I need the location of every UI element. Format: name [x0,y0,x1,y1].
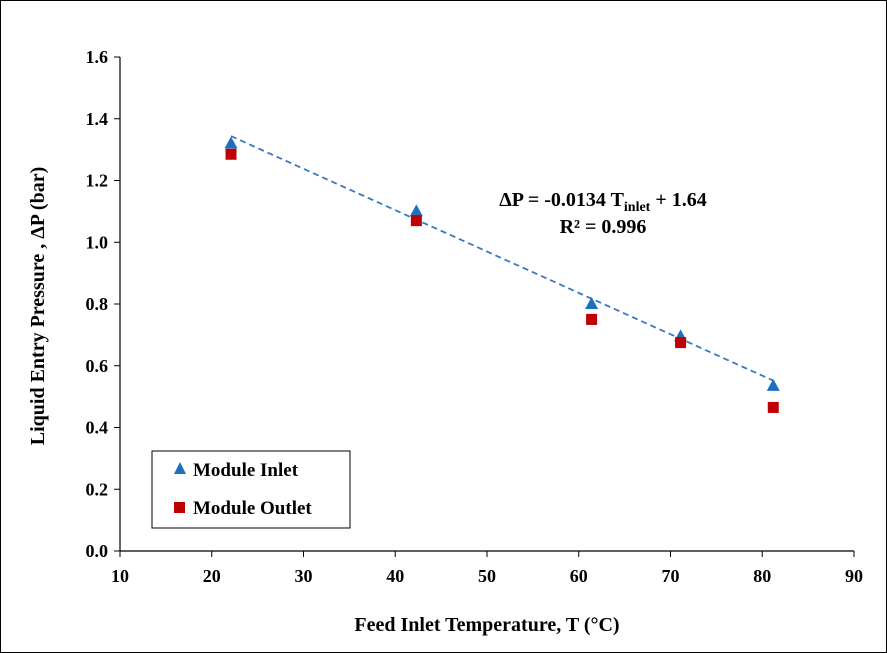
outlet-point [410,215,422,227]
r-squared-label: R² = 0.996 [560,216,647,238]
x-tick-label: 10 [111,566,129,586]
equation-prefix: ΔP = -0.0134 T [499,189,624,211]
data-points [224,136,780,413]
y-tick-label: 0.8 [86,294,109,314]
outlet-point [767,401,779,413]
legend-label-outlet: Module Outlet [193,498,312,519]
equation-suffix: + 1.64 [650,189,706,211]
trendline-group [230,135,774,382]
x-tick-label: 60 [570,566,588,586]
y-tick-label: 1.2 [86,171,109,191]
x-tick-label: 70 [662,566,680,586]
legend: Module Inlet Module Outlet [151,450,351,529]
legend-marker-inlet [174,462,186,474]
y-tick-label: 1.4 [86,109,109,129]
x-tick-label: 40 [386,566,404,586]
legend-label-inlet: Module Inlet [193,460,299,481]
y-tick-label: 0.4 [86,418,109,438]
outlet-point [225,148,237,160]
equation-subscript: inlet [624,200,651,215]
inlet-point [766,378,780,391]
y-tick-label: 0.2 [86,479,109,499]
legend-marker-outlet [174,502,185,513]
y-tick-label: 1.6 [86,47,109,67]
x-tick-label: 30 [295,566,313,586]
trendline [230,135,774,382]
x-tick-label: 20 [203,566,221,586]
x-tick-label: 50 [478,566,496,586]
y-tick-label: 0.6 [86,356,109,376]
outlet-point [675,337,687,349]
x-tick-label: 90 [845,566,863,586]
outlet-point [586,313,598,325]
inlet-point [224,136,238,149]
legend-box [151,450,351,529]
x-axis-title: Feed Inlet Temperature, T (°C) [354,614,619,636]
trendline-equation: ΔP = -0.0134 Tinlet + 1.64 [499,189,707,215]
y-tick-label: 0.0 [86,541,109,561]
y-axis-title: Liquid Entry Pressure , ΔP (bar) [27,167,49,446]
y-tick-label: 1.0 [86,232,109,252]
inlet-point [585,297,599,309]
tick-labels: 10 20 30 40 50 60 70 80 90 0.0 0.2 0.4 0.6 0.8 1.0 1.2 1… [86,47,864,586]
axes [114,56,855,557]
x-tick-label: 80 [753,566,771,586]
inlet-point [409,204,423,217]
